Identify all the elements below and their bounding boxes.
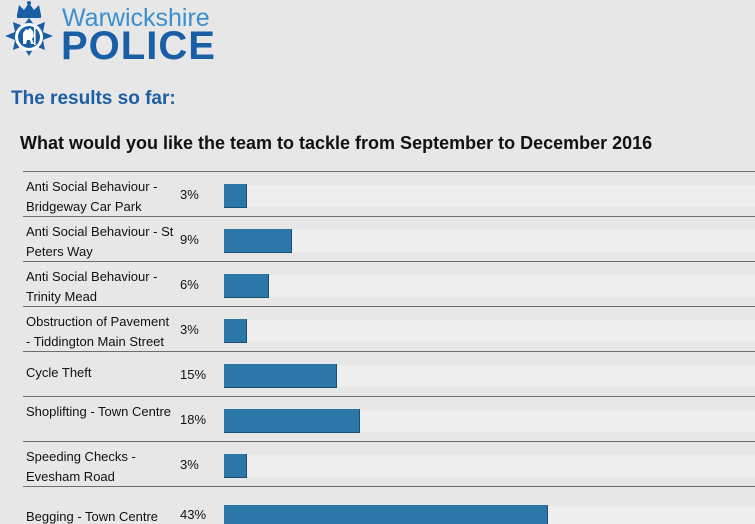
result-bar bbox=[224, 454, 247, 478]
result-bar-track bbox=[224, 229, 755, 253]
site-header: Warwickshire POLICE bbox=[0, 0, 755, 70]
option-label: Anti Social Behaviour - Bridgeway Car Pa… bbox=[26, 179, 158, 214]
result-row: Shoplifting - Town Centre 18% bbox=[23, 397, 755, 442]
option-percent: 15% bbox=[180, 367, 207, 382]
option-percent: 3% bbox=[180, 457, 199, 472]
result-bar bbox=[224, 274, 270, 298]
option-label: Cycle Theft bbox=[26, 365, 92, 380]
result-bar-track bbox=[224, 184, 755, 208]
result-bar bbox=[224, 319, 247, 343]
result-bar bbox=[224, 505, 548, 524]
result-bar-track bbox=[224, 409, 755, 433]
result-row: Obstruction of Pavement - Tiddington Mai… bbox=[23, 307, 755, 352]
result-row: Anti Social Behaviour - Trinity Mead 6% bbox=[23, 262, 755, 307]
result-bar bbox=[224, 184, 247, 208]
option-label: Begging - Town Centre bbox=[26, 509, 159, 524]
results-table: Anti Social Behaviour - Bridgeway Car Pa… bbox=[23, 171, 755, 524]
brand-name-bottom: POLICE bbox=[61, 24, 216, 68]
option-label: Obstruction of Pavement - Tiddington Mai… bbox=[26, 314, 170, 349]
result-bar bbox=[224, 229, 292, 253]
option-percent: 9% bbox=[180, 232, 199, 247]
result-bar bbox=[224, 409, 360, 433]
poll-question: What would you like the team to tackle f… bbox=[20, 133, 653, 153]
result-row: Cycle Theft 15% bbox=[23, 352, 755, 397]
option-percent: 6% bbox=[180, 277, 199, 292]
result-bar-track bbox=[224, 319, 755, 343]
result-row: Begging - Town Centre 43% bbox=[23, 487, 755, 524]
result-bar bbox=[224, 364, 337, 388]
result-bar-track bbox=[224, 505, 755, 524]
result-row: Speeding Checks - Evesham Road 3% bbox=[23, 442, 755, 487]
result-bar-track bbox=[224, 274, 755, 298]
option-label: Shoplifting - Town Centre bbox=[26, 404, 172, 419]
brand-name-top: Warwickshire bbox=[62, 4, 210, 32]
option-label: Speeding Checks - Evesham Road bbox=[26, 449, 136, 484]
option-percent: 3% bbox=[180, 322, 199, 337]
result-bar-track bbox=[224, 454, 755, 478]
police-crest-icon bbox=[5, 1, 53, 56]
option-percent: 3% bbox=[180, 187, 199, 202]
option-label: Anti Social Behaviour - St Peters Way bbox=[26, 224, 174, 259]
option-percent: 43% bbox=[180, 507, 207, 522]
result-bar-track bbox=[224, 364, 755, 388]
option-label: Anti Social Behaviour - Trinity Mead bbox=[26, 269, 158, 304]
results-heading: The results so far: bbox=[11, 88, 176, 109]
result-row: Anti Social Behaviour - Bridgeway Car Pa… bbox=[23, 172, 755, 217]
result-row: Anti Social Behaviour - St Peters Way 9% bbox=[23, 217, 755, 262]
option-percent: 18% bbox=[180, 412, 207, 427]
